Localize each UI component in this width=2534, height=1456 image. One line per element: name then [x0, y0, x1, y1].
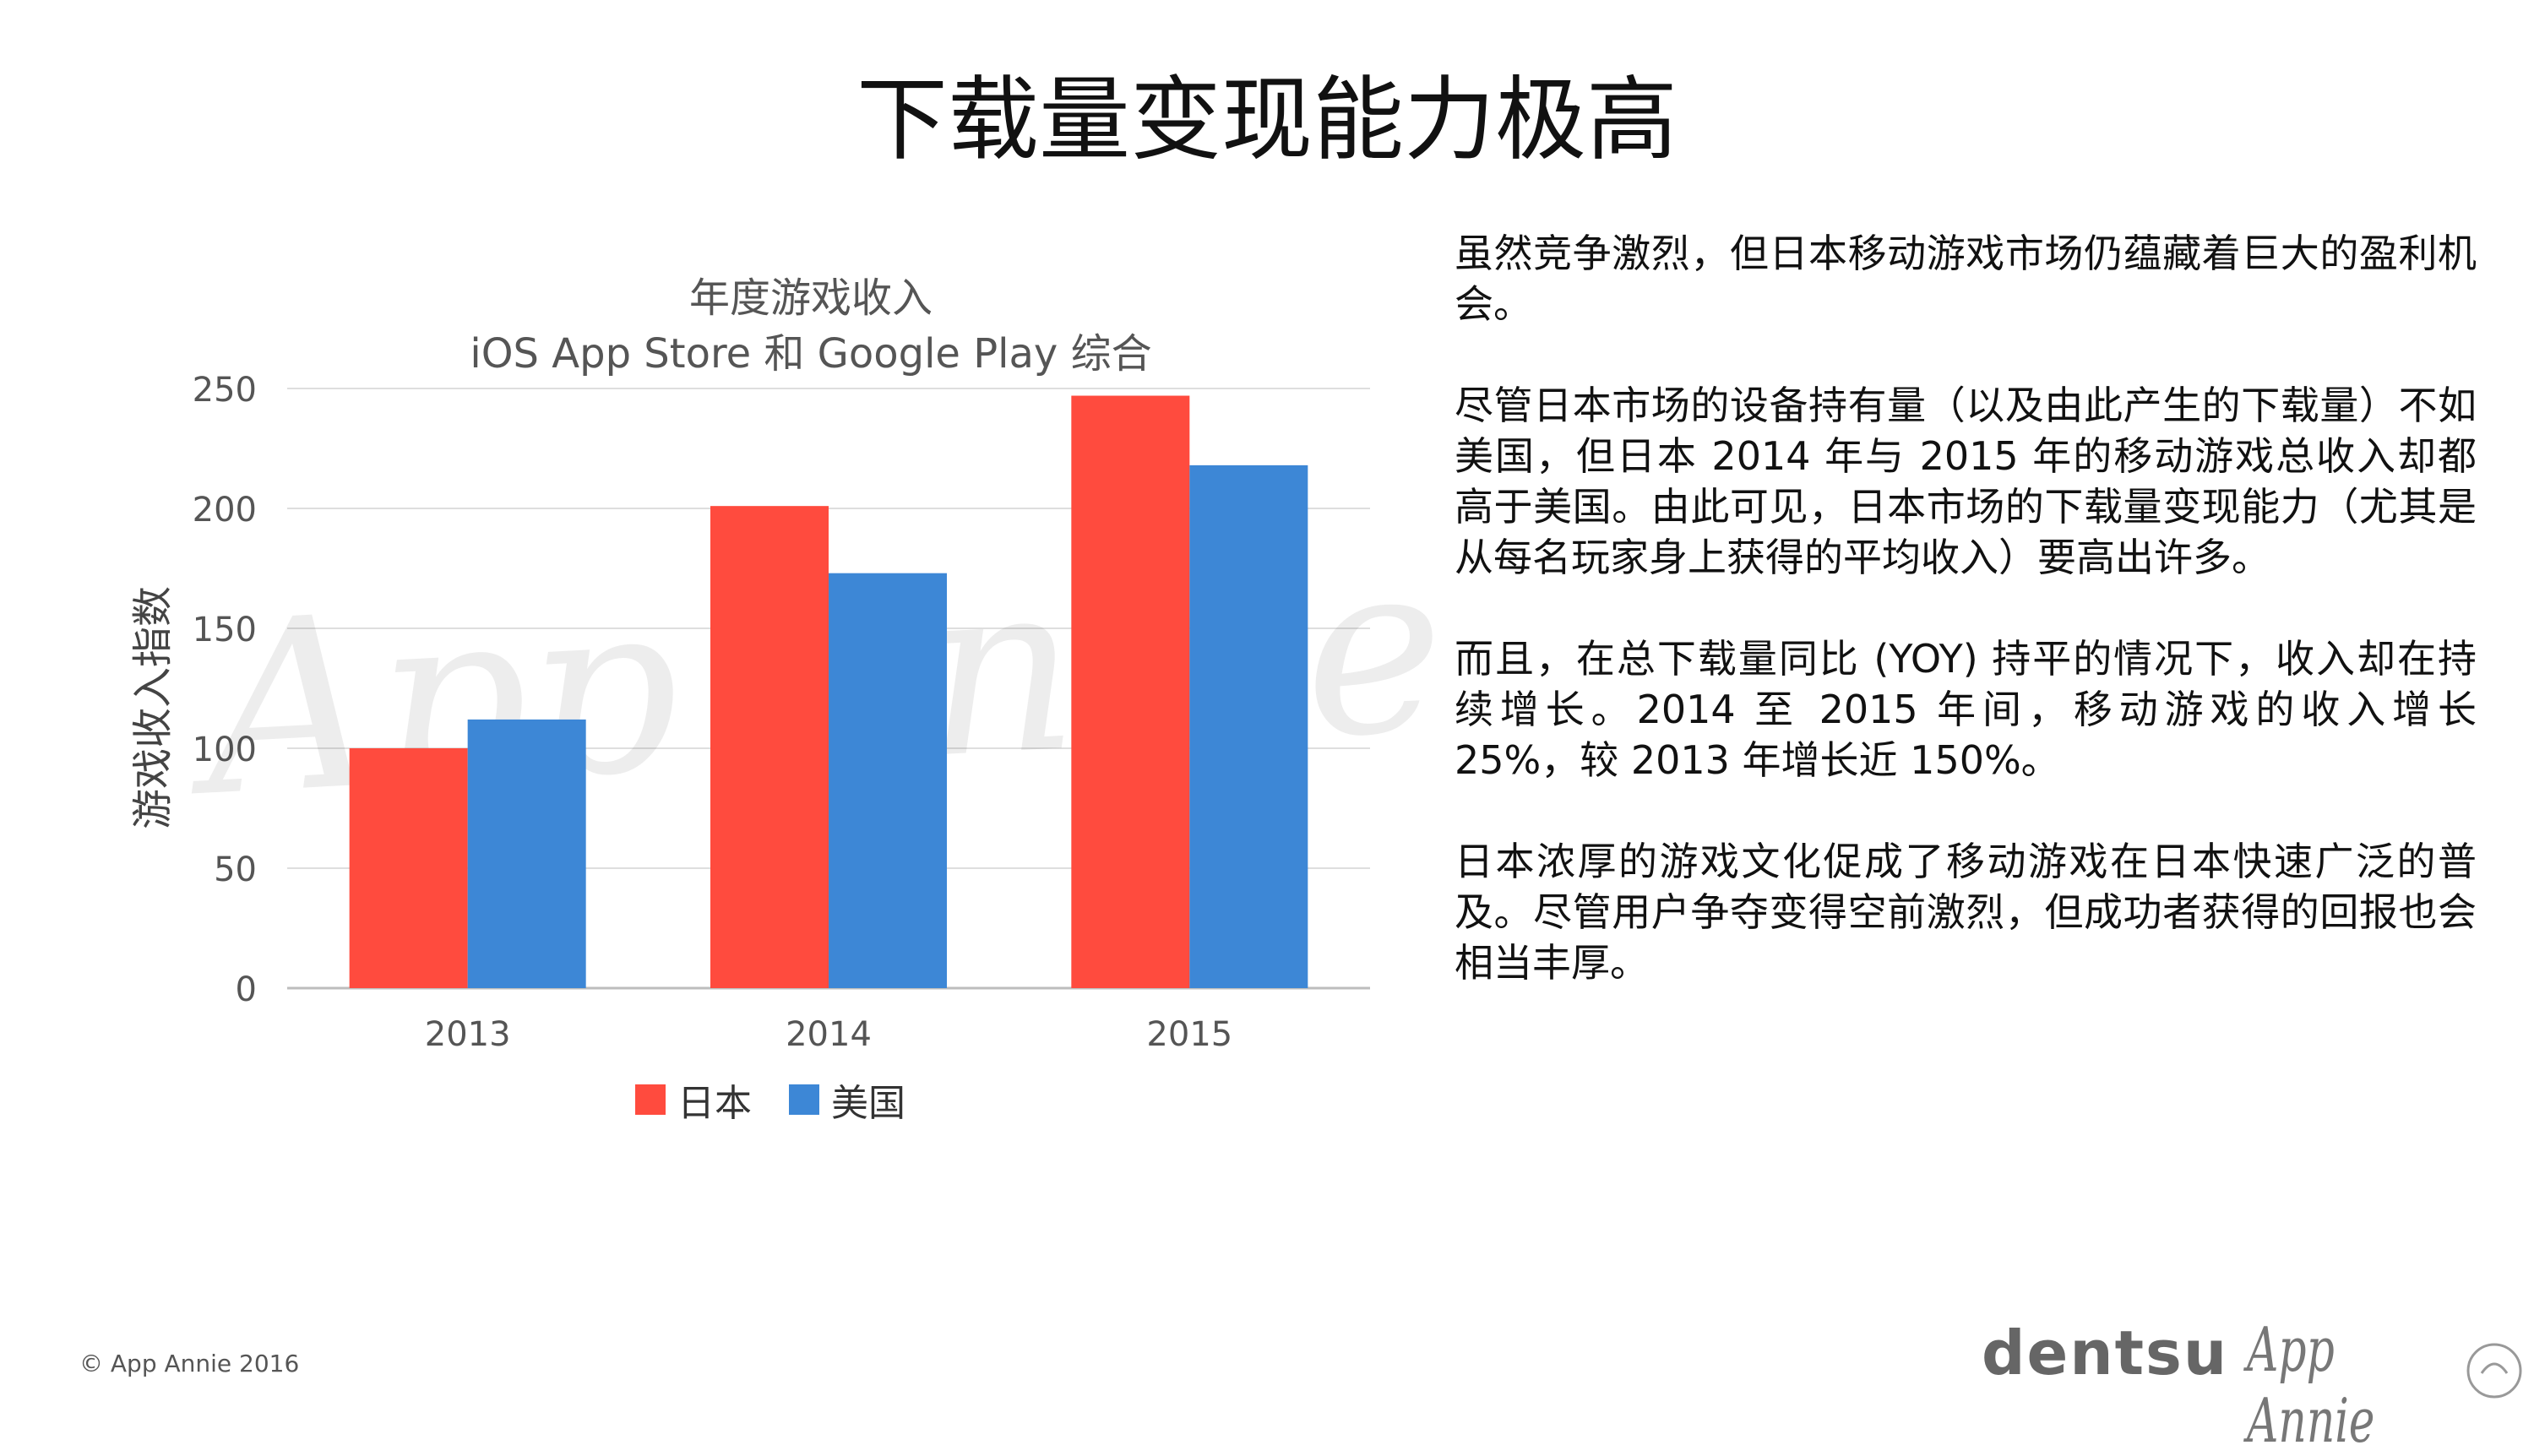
y-tick-label: 0: [236, 970, 257, 1009]
y-tick-label: 150: [193, 611, 257, 649]
paragraph-4: 日本浓厚的游戏文化促成了移动游戏在日本快速广泛的普及。尽管用户争夺变得空前激烈，…: [1455, 839, 2477, 986]
dentsu-logo: dentsu: [1982, 1317, 2229, 1388]
chart-subtitle: iOS App Store 和 Google Play 综合: [470, 330, 1152, 378]
app-annie-logo: App Annie: [2247, 1314, 2375, 1456]
bar: [829, 573, 947, 988]
seal-icon: [2466, 1343, 2522, 1399]
y-tick-label: 50: [214, 850, 257, 889]
chart-title: 年度游戏收入: [688, 274, 933, 322]
legend-swatch-usa: [789, 1084, 819, 1115]
chart-legend: 日本 美国: [635, 1073, 943, 1127]
x-tick-label: 2013: [425, 1015, 511, 1054]
slide-title: 下载量变现能力极高: [856, 68, 1678, 173]
x-tick-label: 2014: [786, 1015, 872, 1054]
legend-swatch-japan: [635, 1084, 666, 1115]
footer-copyright: © App Annie 2016: [79, 1350, 300, 1377]
bar: [467, 719, 586, 988]
bar-chart: 年度游戏收入 iOS App Store 和 Google Play 综合 游戏…: [0, 0, 1436, 1182]
y-tick-label: 250: [193, 371, 257, 410]
y-tick-label: 100: [193, 731, 257, 769]
text-panel: 虽然竞争激烈，但日本移动游戏市场仍蕴藏着巨大的盈利机会。 尽管日本市场的设备持有…: [1455, 228, 2477, 1039]
bar: [349, 748, 468, 988]
legend-item-usa: 美国: [789, 1073, 905, 1127]
bar: [710, 506, 829, 988]
x-tick-label: 2015: [1146, 1015, 1232, 1054]
paragraph-3: 而且，在总下载量同比 (YOY) 持平的情况下，收入却在持续增长。2014 至 …: [1455, 636, 2477, 783]
legend-label-japan: 日本: [677, 1082, 752, 1125]
paragraph-1: 虽然竞争激烈，但日本移动游戏市场仍蕴藏着巨大的盈利机会。: [1455, 231, 2477, 327]
legend-item-japan: 日本: [635, 1073, 752, 1127]
y-tick-label: 200: [193, 491, 257, 530]
bar: [1071, 395, 1190, 988]
legend-label-usa: 美国: [831, 1082, 905, 1125]
bar: [1189, 465, 1308, 988]
paragraph-2: 尽管日本市场的设备持有量（以及由此产生的下载量）不如美国，但日本 2014 年与…: [1455, 383, 2477, 580]
